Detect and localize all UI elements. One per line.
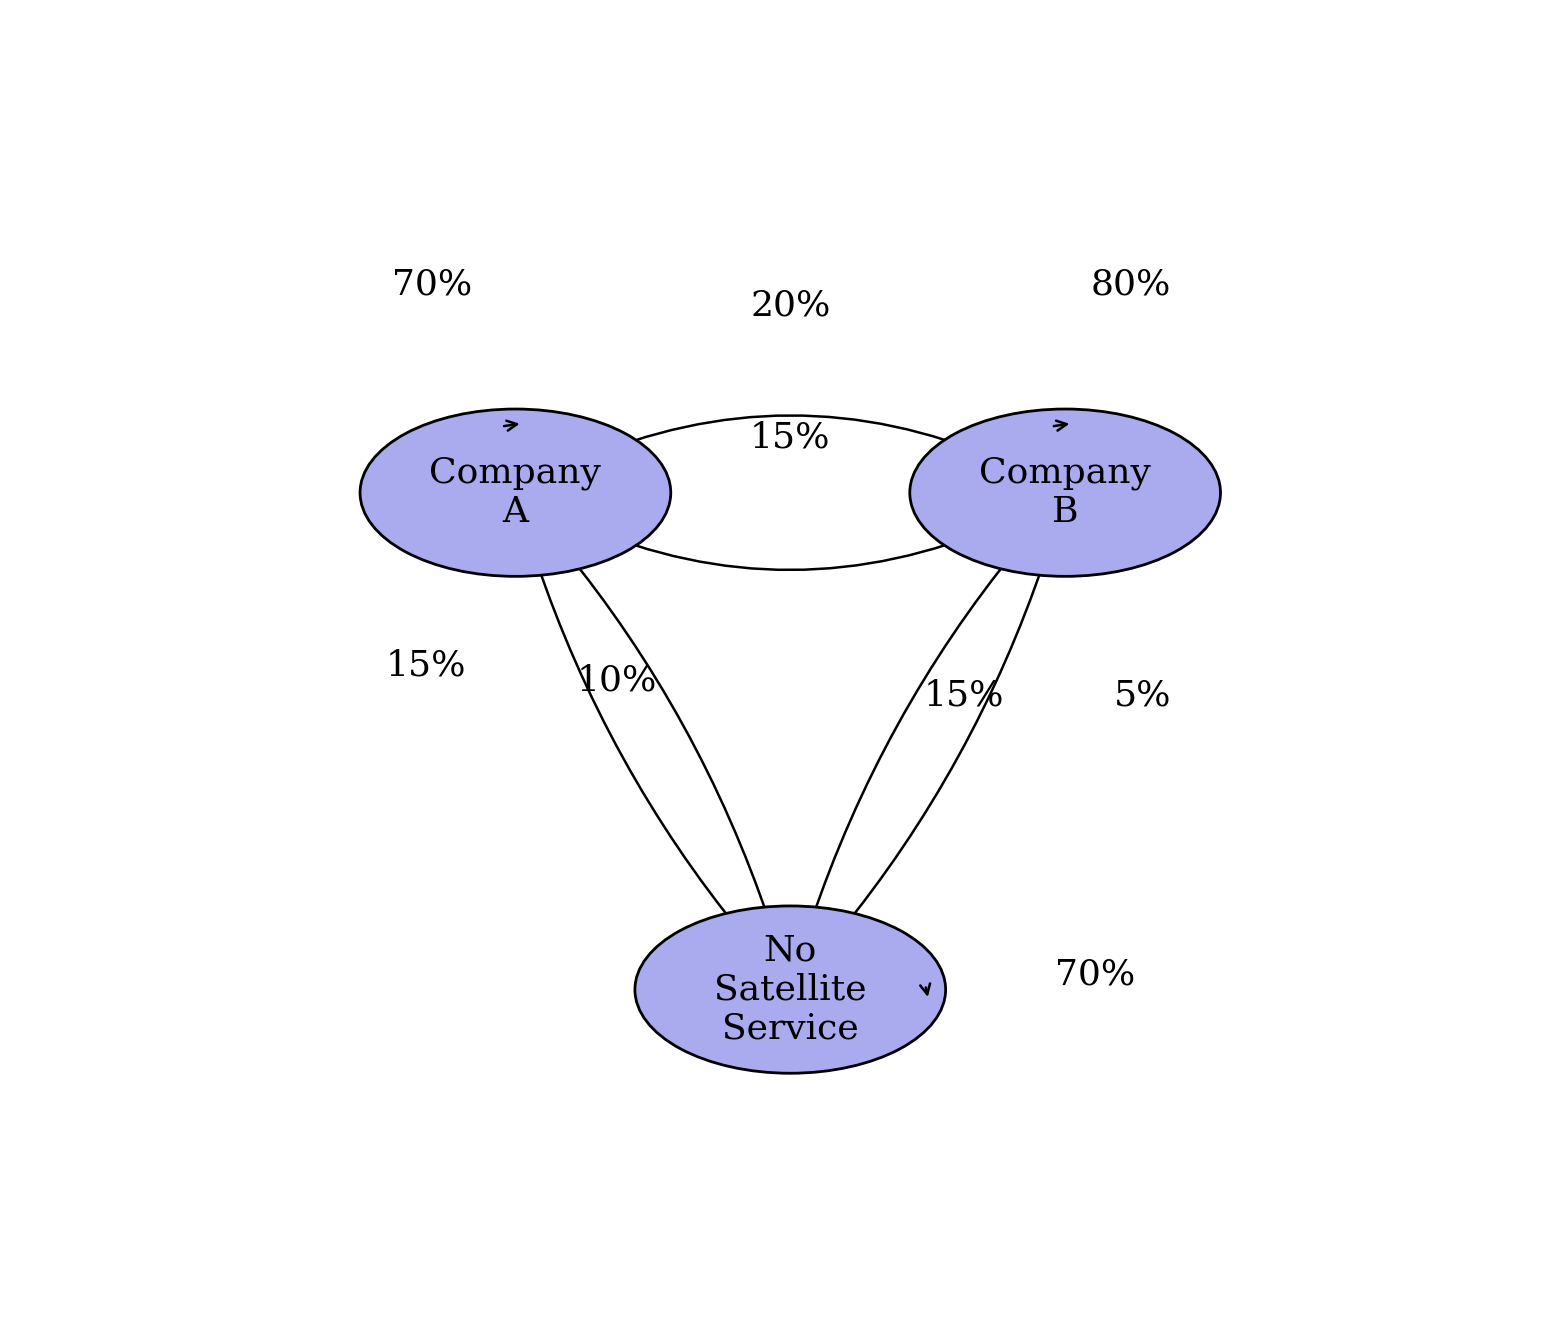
- Text: 20%: 20%: [749, 288, 831, 323]
- Text: Company
B: Company B: [979, 456, 1150, 529]
- FancyArrowPatch shape: [839, 562, 1044, 932]
- Text: 15%: 15%: [749, 420, 831, 454]
- Ellipse shape: [910, 410, 1221, 577]
- Text: 15%: 15%: [924, 678, 1004, 712]
- FancyArrowPatch shape: [580, 415, 998, 461]
- Text: 5%: 5%: [1113, 678, 1172, 712]
- Text: 15%: 15%: [386, 648, 466, 682]
- Text: 70%: 70%: [1055, 957, 1135, 992]
- FancyArrowPatch shape: [564, 549, 769, 921]
- FancyArrowPatch shape: [811, 549, 1016, 921]
- Ellipse shape: [361, 410, 671, 577]
- Text: 80%: 80%: [1090, 267, 1170, 302]
- Text: No
Satellite
Service: No Satellite Service: [714, 934, 867, 1046]
- Text: Company
A: Company A: [430, 456, 601, 529]
- FancyArrowPatch shape: [537, 562, 742, 932]
- Ellipse shape: [635, 906, 945, 1073]
- FancyArrowPatch shape: [583, 524, 1001, 570]
- Text: 10%: 10%: [577, 664, 657, 698]
- Text: 70%: 70%: [392, 267, 472, 302]
